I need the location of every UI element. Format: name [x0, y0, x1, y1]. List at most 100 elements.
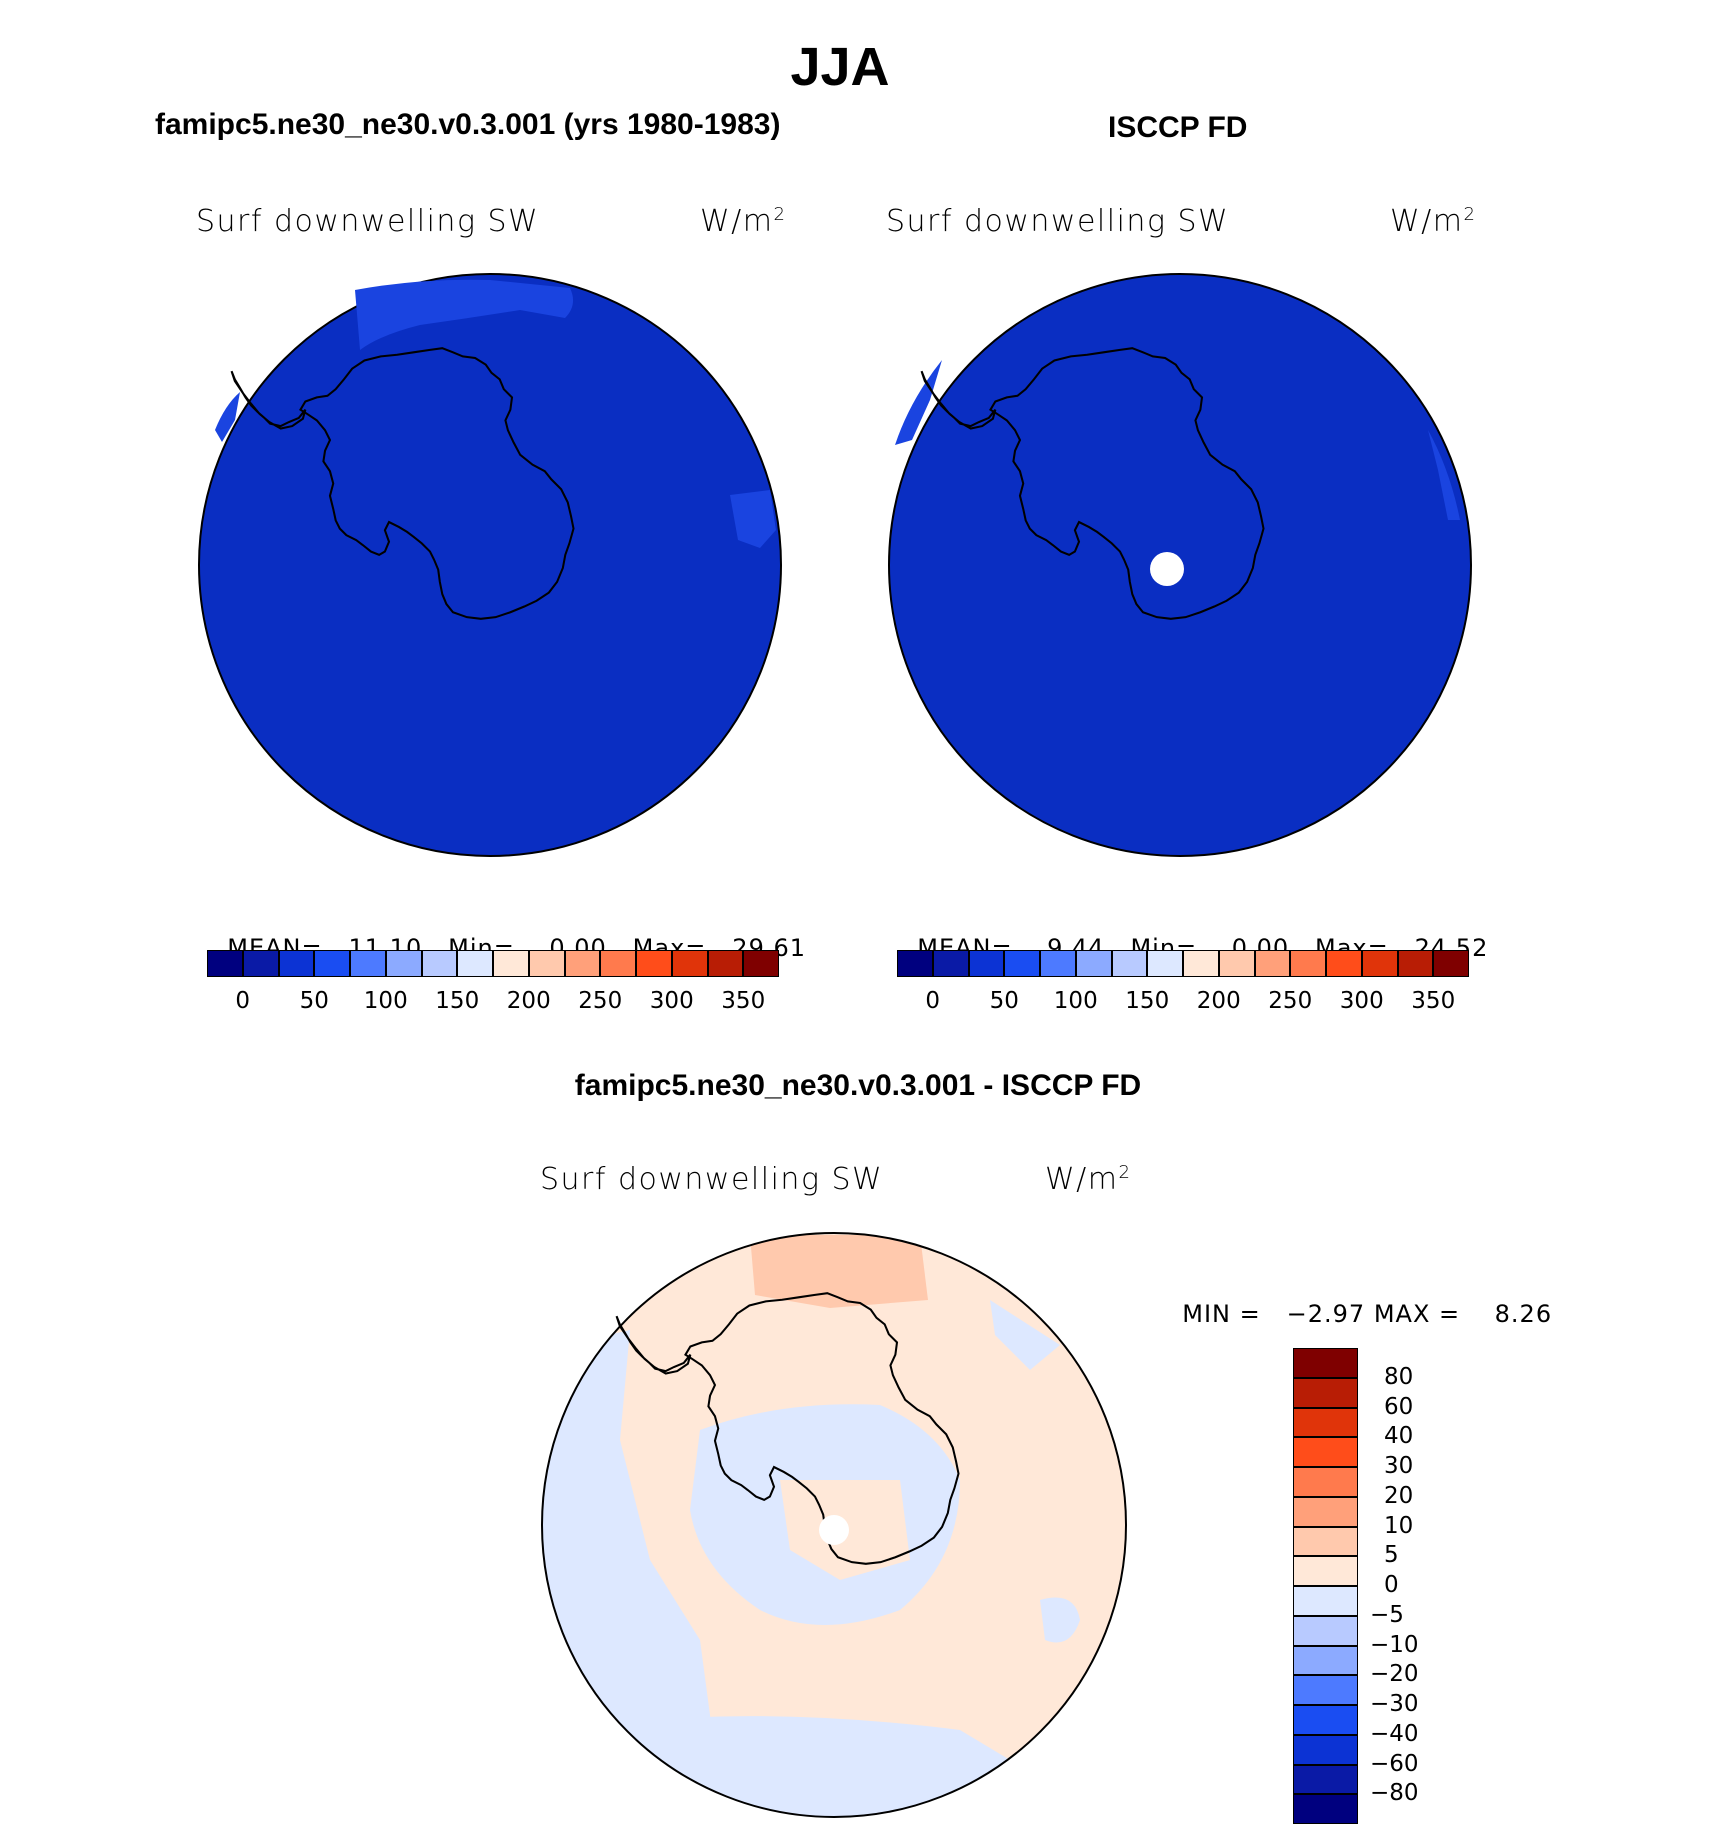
- obs-colorbar-ticks: 0 50 100 150 200 250 300 350: [897, 988, 1469, 1018]
- colorbar-swatch: [1397, 950, 1434, 977]
- colorbar-tick-label: 200: [506, 988, 551, 1014]
- diff-negative-left-patch: [542, 1330, 720, 1790]
- diff-colorbar: [1293, 1348, 1358, 1824]
- colorbar-tick-label: 200: [1196, 988, 1241, 1014]
- colorbar-swatch: [1293, 1437, 1358, 1467]
- colorbar-tick-label: 60: [1384, 1393, 1414, 1420]
- colorbar-tick-label: 50: [299, 988, 329, 1014]
- colorbar-swatch: [671, 950, 708, 977]
- colorbar-swatch: [1326, 950, 1362, 977]
- colorbar-tick-label: 300: [649, 988, 694, 1014]
- colorbar-swatch: [421, 950, 458, 977]
- colorbar-swatch: [278, 950, 315, 977]
- colorbar-swatch: [1293, 1496, 1358, 1527]
- diff-panel-title: famipc5.ne30_ne30.v0.3.001 - ISCCP FD: [574, 1069, 1142, 1102]
- colorbar-tick-label: 40: [1384, 1423, 1414, 1450]
- colorbar-swatch: [314, 950, 350, 977]
- colorbar-swatch: [1293, 1377, 1358, 1408]
- units-text: W/m: [1390, 204, 1464, 239]
- colorbar-tick-label: 350: [1411, 988, 1456, 1014]
- colorbar-tick-label: 30: [1384, 1453, 1414, 1479]
- colorbar-tick-label: 250: [1268, 988, 1313, 1014]
- colorbar-tick-label: −5: [1370, 1601, 1404, 1628]
- colorbar-swatch: [1293, 1734, 1358, 1765]
- obs-light-patch-east: [1428, 430, 1460, 520]
- model-light-patch: [355, 279, 574, 350]
- colorbar-swatch: [1004, 950, 1040, 977]
- diff-stats: MIN = −2.97 MAX = 8.26: [1165, 1272, 1552, 1328]
- colorbar-swatch: [1293, 1675, 1358, 1705]
- colorbar-swatch: [207, 950, 243, 977]
- colorbar-swatch: [636, 950, 672, 977]
- colorbar-tick-label: 10: [1384, 1512, 1414, 1539]
- colorbar-swatch: [897, 950, 933, 977]
- colorbar-swatch: [707, 950, 744, 977]
- colorbar-tick-label: 150: [1125, 988, 1170, 1014]
- diff-variable-label: Surf downwelling SW: [540, 1162, 884, 1197]
- diff-units-label: W/m2: [1045, 1162, 1131, 1197]
- colorbar-swatch: [1433, 950, 1469, 977]
- colorbar-swatch: [1293, 1705, 1358, 1735]
- colorbar-swatch: [1293, 1526, 1358, 1557]
- model-colorbar: [207, 950, 779, 977]
- model-map: [198, 273, 782, 857]
- colorbar-swatch: [1290, 950, 1326, 977]
- colorbar-tick-label: 80: [1384, 1363, 1414, 1390]
- diff-negative-right-patch: [990, 1300, 1060, 1370]
- units-exponent: 2: [1463, 204, 1477, 225]
- colorbar-swatch: [1183, 950, 1219, 977]
- colorbar-tick-label: 0: [1384, 1572, 1399, 1598]
- colorbar-swatch: [1293, 1348, 1358, 1378]
- colorbar-swatch: [1293, 1645, 1358, 1676]
- obs-pole-missing: [1150, 552, 1184, 586]
- model-variable-label: Surf downwelling SW: [196, 204, 540, 239]
- colorbar-swatch: [743, 950, 779, 977]
- units-text: W/m: [700, 204, 774, 239]
- colorbar-swatch: [350, 950, 386, 977]
- colorbar-swatch: [528, 950, 565, 977]
- colorbar-tick-label: 100: [363, 988, 408, 1014]
- colorbar-tick-label: 300: [1339, 988, 1384, 1014]
- colorbar-tick-label: −60: [1370, 1750, 1419, 1777]
- colorbar-swatch: [1293, 1407, 1358, 1438]
- colorbar-tick-label: −20: [1370, 1661, 1419, 1688]
- colorbar-swatch: [1293, 1764, 1358, 1795]
- obs-variable-label: Surf downwelling SW: [886, 204, 1230, 239]
- colorbar-swatch: [1361, 950, 1398, 977]
- colorbar-swatch: [1218, 950, 1255, 977]
- colorbar-tick-label: −40: [1370, 1720, 1419, 1747]
- diff-map-outline: [541, 1232, 1127, 1818]
- obs-units-label: W/m2: [1390, 204, 1476, 239]
- min-label: MIN =: [1182, 1300, 1261, 1328]
- max-value: 8.26: [1494, 1300, 1553, 1328]
- colorbar-swatch: [493, 950, 529, 977]
- units-text: W/m: [1045, 1162, 1119, 1197]
- colorbar-tick-label: 0: [235, 988, 251, 1014]
- obs-map: [888, 273, 1472, 857]
- colorbar-swatch: [1293, 1615, 1358, 1646]
- colorbar-tick-label: −10: [1370, 1631, 1419, 1658]
- colorbar-swatch: [1293, 1556, 1358, 1586]
- colorbar-swatch: [968, 950, 1005, 977]
- colorbar-swatch: [1111, 950, 1148, 977]
- diff-positive-top-patch: [750, 1235, 928, 1308]
- colorbar-swatch: [564, 950, 601, 977]
- model-light-patch-east: [730, 490, 776, 548]
- min-value: −2.97: [1286, 1300, 1366, 1328]
- model-colorbar-ticks: 0 50 100 150 200 250 300 350: [207, 988, 779, 1018]
- colorbar-tick-label: 5: [1384, 1542, 1399, 1569]
- map-background: [198, 273, 782, 857]
- colorbar-tick-label: 0: [925, 988, 941, 1014]
- diff-map: [541, 1232, 1127, 1818]
- colorbar-tick-label: −80: [1370, 1780, 1419, 1807]
- page-title: JJA: [790, 37, 890, 97]
- colorbar-tick-label: 150: [435, 988, 480, 1014]
- diff-pole-missing: [819, 1515, 849, 1545]
- colorbar-swatch: [1254, 950, 1291, 977]
- colorbar-swatch: [1075, 950, 1112, 977]
- units-exponent: 2: [773, 204, 787, 225]
- colorbar-tick-label: 250: [578, 988, 623, 1014]
- diff-colorbar-ticks: 80 60 40 30 20 10 5 0 −5 −10 −20 −30 −40 −60 −80: [1370, 1348, 1450, 1824]
- model-units-label: W/m2: [700, 204, 786, 239]
- colorbar-tick-label: 50: [989, 988, 1019, 1014]
